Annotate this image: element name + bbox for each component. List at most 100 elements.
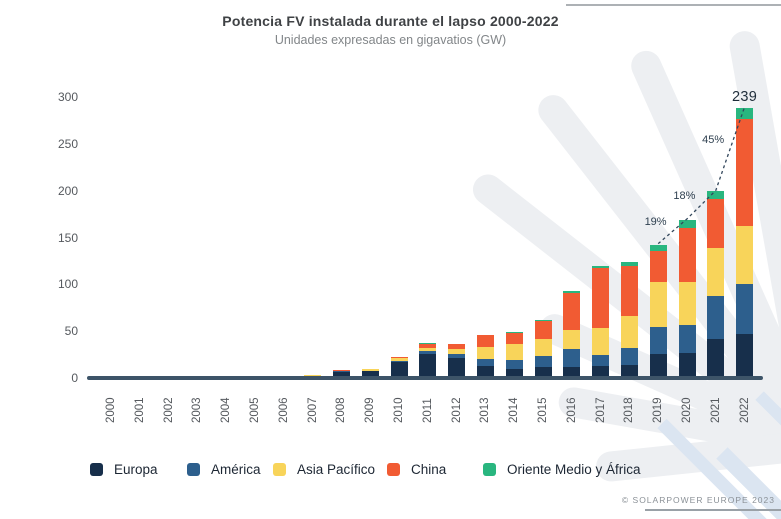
x-tick-label-2022: 2022 bbox=[738, 397, 751, 423]
x-tick-label-2012: 2012 bbox=[450, 397, 463, 423]
segment-2012-China bbox=[448, 344, 466, 349]
segment-2022-América bbox=[736, 283, 754, 335]
segment-2017-Europa bbox=[592, 365, 610, 378]
segment-2018-Asia Pacífico bbox=[620, 315, 638, 348]
segment-2016-China bbox=[563, 293, 581, 330]
segment-2013-América bbox=[476, 359, 494, 367]
x-tick-label-2020: 2020 bbox=[681, 397, 693, 423]
y-tick-label-200: 200 bbox=[57, 183, 78, 198]
legend-swatch-Oriente Medio y África bbox=[483, 463, 496, 476]
segment-2018-Oriente Medio y África bbox=[620, 261, 638, 267]
annotation-45pct: 45% bbox=[702, 133, 725, 146]
segment-2014-China bbox=[505, 332, 523, 344]
segment-2008-Asia Pacífico bbox=[332, 370, 350, 372]
x-tick-label-2008: 2008 bbox=[335, 397, 348, 423]
segment-2016-Europa bbox=[563, 366, 581, 378]
legend-label-Asia Pacífico: Asia Pacífico bbox=[297, 462, 376, 477]
bar-2017 bbox=[592, 266, 610, 378]
legend-label-Europa: Europa bbox=[114, 462, 158, 477]
segment-2012-Europa bbox=[448, 357, 466, 378]
segment-2017-América bbox=[592, 355, 610, 366]
segment-2013-China bbox=[476, 334, 494, 347]
legend-item-Oriente Medio y África: Oriente Medio y África bbox=[483, 462, 641, 477]
y-tick-label-50: 50 bbox=[64, 324, 78, 339]
x-tick-label-2006: 2006 bbox=[277, 397, 290, 423]
segment-2011-Asia Pacífico bbox=[419, 347, 437, 352]
segment-2020-América bbox=[678, 324, 696, 354]
segment-2010-Europa bbox=[390, 361, 408, 378]
bar-2008 bbox=[332, 370, 350, 378]
x-tick-label-2003: 2003 bbox=[191, 397, 204, 423]
legend-label-América: América bbox=[211, 462, 261, 477]
segment-2014-Asia Pacífico bbox=[505, 343, 523, 361]
segment-2010-China bbox=[390, 357, 408, 358]
bar-2009 bbox=[361, 369, 379, 378]
segment-2021-América bbox=[707, 295, 725, 339]
segment-2019-Europa bbox=[649, 353, 667, 378]
bar-2020 bbox=[678, 219, 696, 378]
segment-2018-América bbox=[620, 347, 638, 365]
segment-2015-Asia Pacífico bbox=[534, 338, 552, 357]
x-tick-label-2001: 2001 bbox=[133, 397, 146, 423]
legend-item-Asia Pacífico: Asia Pacífico bbox=[273, 462, 375, 477]
segment-2007-Asia Pacífico bbox=[304, 375, 322, 376]
x-tick-label-2016: 2016 bbox=[565, 397, 578, 423]
segment-2014-América bbox=[505, 360, 523, 370]
top-border-line bbox=[566, 4, 781, 6]
legend: Europa América Asia Pacífico China Oriente M… bbox=[0, 462, 781, 482]
segment-2022-Asia Pacífico bbox=[736, 226, 754, 284]
segment-2019-Oriente Medio y África bbox=[649, 244, 667, 252]
segment-2022-China bbox=[736, 119, 754, 227]
copyright-text: © SOLARPOWER EUROPE 2023 bbox=[621, 495, 775, 505]
segment-2010-América bbox=[390, 360, 408, 362]
annotation-18pct: 18% bbox=[673, 189, 696, 202]
x-tick-label-2019: 2019 bbox=[652, 397, 665, 423]
segment-2017-Oriente Medio y África bbox=[592, 266, 610, 269]
x-tick-label-2021: 2021 bbox=[709, 397, 722, 423]
x-tick-label-2010: 2010 bbox=[393, 397, 405, 423]
legend-item-China: China bbox=[387, 462, 446, 477]
footer-rule bbox=[645, 509, 781, 511]
segment-2021-Europa bbox=[707, 338, 725, 378]
segment-2013-Europa bbox=[476, 366, 494, 378]
bar-2013 bbox=[476, 334, 494, 378]
segment-2013-Asia Pacífico bbox=[476, 346, 494, 360]
chart-subtitle: Unidades expresadas en gigavatios (GW) bbox=[274, 33, 507, 47]
segment-2021-Oriente Medio y África bbox=[707, 191, 725, 200]
segment-2021-Asia Pacífico bbox=[707, 247, 725, 296]
x-tick-label-2002: 2002 bbox=[162, 397, 175, 423]
segment-2012-Asia Pacífico bbox=[448, 348, 466, 354]
segment-2020-Asia Pacífico bbox=[678, 282, 696, 325]
segment-2019-América bbox=[649, 327, 667, 354]
y-tick-label-300: 300 bbox=[57, 90, 78, 105]
legend-swatch-América bbox=[187, 463, 200, 476]
segment-2015-China bbox=[534, 321, 552, 339]
segment-2011-Europa bbox=[419, 354, 437, 378]
bar-2019 bbox=[649, 244, 667, 378]
legend-item-Europa: Europa bbox=[90, 462, 158, 477]
y-tick-label-0: 0 bbox=[71, 371, 78, 385]
segment-2020-China bbox=[678, 228, 696, 283]
segment-2009-Europa bbox=[361, 371, 379, 378]
legend-item-América: América bbox=[187, 462, 261, 477]
segment-2016-Asia Pacífico bbox=[563, 329, 581, 350]
legend-swatch-Europa bbox=[90, 463, 103, 476]
annotation-19pct: 19% bbox=[644, 216, 667, 229]
bar-2021 bbox=[707, 191, 725, 378]
segment-2015-Europa bbox=[534, 367, 552, 378]
annotation-239: 239 bbox=[732, 88, 758, 105]
segment-2014-Europa bbox=[505, 369, 523, 378]
y-tick-label-250: 250 bbox=[57, 137, 78, 151]
bar-2016 bbox=[563, 291, 581, 378]
legend-label-Oriente Medio y África: Oriente Medio y África bbox=[507, 462, 641, 477]
x-tick-label-2011: 2011 bbox=[421, 398, 434, 423]
segment-2015-Oriente Medio y África bbox=[534, 320, 552, 322]
legend-swatch-Asia Pacífico bbox=[273, 463, 286, 476]
x-tick-label-2013: 2013 bbox=[479, 397, 492, 423]
segment-2020-Oriente Medio y África bbox=[678, 219, 696, 229]
segment-2019-China bbox=[649, 251, 667, 282]
x-axis-line bbox=[87, 376, 763, 380]
segment-2018-China bbox=[620, 266, 638, 316]
bar-2010 bbox=[390, 357, 408, 378]
segment-2012-América bbox=[448, 353, 466, 358]
